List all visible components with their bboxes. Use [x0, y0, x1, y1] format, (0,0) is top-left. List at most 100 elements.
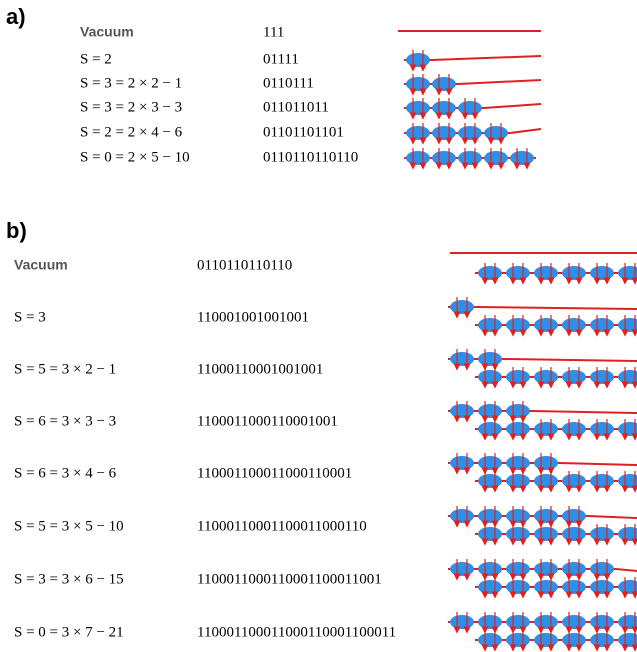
red-line [457, 79, 542, 85]
blob [478, 422, 502, 436]
blob [590, 266, 614, 280]
blob [458, 151, 482, 165]
blob [506, 615, 530, 629]
blob [458, 126, 482, 140]
blob [478, 474, 502, 488]
blob [432, 151, 456, 165]
row-label: S = 6 = 3 × 4 − 6 [14, 465, 117, 481]
red-line [431, 55, 542, 61]
row-label: S = 3 = 2 × 3 − 3 [80, 99, 182, 115]
blob [534, 527, 558, 541]
bit-string: 011011011 [263, 99, 329, 115]
blob [478, 318, 502, 332]
blob [534, 422, 558, 436]
blob [534, 633, 558, 647]
bit-string: 110001001001001 [197, 309, 309, 325]
blob [484, 151, 508, 165]
bit-string: 1100011000110001100011001 [197, 571, 382, 587]
blob [478, 456, 502, 470]
bit-string: 11000110001100011000110 [197, 518, 367, 534]
blob [450, 562, 474, 576]
row-label: S = 5 = 3 × 5 − 10 [14, 518, 124, 534]
blob [506, 509, 530, 523]
row-label: S = 3 [14, 309, 46, 325]
blob [478, 370, 502, 384]
blob [506, 580, 530, 594]
blob [562, 474, 586, 488]
blob [506, 474, 530, 488]
blob [590, 370, 614, 384]
blob [450, 404, 474, 418]
blob [478, 404, 502, 418]
blob [590, 633, 614, 647]
blob [618, 370, 637, 384]
blob [590, 527, 614, 541]
red-line [559, 462, 637, 466]
blob [478, 615, 502, 629]
blob [590, 422, 614, 436]
red-line [615, 568, 637, 572]
blob [618, 422, 637, 436]
blob [450, 615, 474, 629]
red-line [531, 410, 637, 414]
blob [506, 633, 530, 647]
row-label: S = 0 = 2 × 5 − 10 [80, 149, 190, 165]
blob [432, 101, 456, 115]
blob [590, 562, 614, 576]
red-line [509, 128, 542, 134]
blob [562, 562, 586, 576]
bit-string: 110001100011000110001 [197, 465, 352, 481]
blob [534, 615, 558, 629]
row-label: S = 0 = 3 × 7 − 21 [14, 624, 124, 640]
blob [562, 266, 586, 280]
blob [590, 580, 614, 594]
blob [562, 580, 586, 594]
blob [450, 352, 474, 366]
blob [618, 474, 637, 488]
blob [562, 370, 586, 384]
bit-string: 111 [263, 24, 284, 40]
blob [478, 352, 502, 366]
bit-string: 0110110110110 [197, 257, 292, 273]
blob [406, 53, 430, 67]
bit-string: 0110110110110 [263, 149, 358, 165]
blob [562, 615, 586, 629]
row-label: S = 3 = 3 × 6 − 15 [14, 571, 124, 587]
blob [534, 266, 558, 280]
blob [484, 126, 508, 140]
blob [478, 266, 502, 280]
blob [478, 527, 502, 541]
bit-string: 110001100011000110001100011 [197, 624, 396, 640]
blob [450, 456, 474, 470]
blob [534, 318, 558, 332]
blob [450, 300, 474, 314]
blob [506, 456, 530, 470]
blob [534, 562, 558, 576]
blob [478, 633, 502, 647]
blob [458, 101, 482, 115]
bit-string: 01101101101 [263, 124, 344, 140]
row-label: S = 3 = 2 × 2 − 1 [80, 75, 182, 91]
bit-string: 11000110001001001 [197, 361, 323, 377]
blob [590, 615, 614, 629]
blob [534, 580, 558, 594]
red-line [587, 515, 637, 519]
bit-string: 01111 [263, 51, 299, 67]
blob [618, 633, 637, 647]
blob [506, 562, 530, 576]
blob [562, 422, 586, 436]
blob [510, 151, 534, 165]
red-line [483, 103, 542, 109]
panel-label: a) [6, 4, 26, 29]
row-label: S = 2 = 2 × 4 − 6 [80, 124, 183, 140]
blob [432, 77, 456, 91]
row-label: S = 5 = 3 × 2 − 1 [14, 361, 116, 377]
blob [506, 527, 530, 541]
row-label: S = 2 [80, 51, 112, 67]
blob [590, 474, 614, 488]
blob [506, 370, 530, 384]
blob [506, 266, 530, 280]
blob [406, 126, 430, 140]
blob [432, 126, 456, 140]
blob [478, 509, 502, 523]
